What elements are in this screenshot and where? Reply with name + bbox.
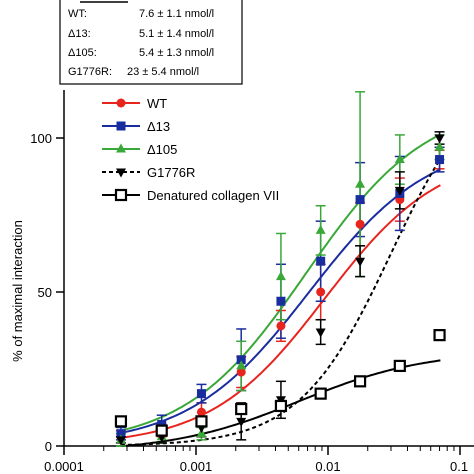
point-13 [157, 419, 167, 429]
legend-item-denatured-collagen-vii: Denatured collagen VII [102, 188, 279, 203]
legend-item-wt: WT [102, 96, 167, 111]
point-denatured-collagen-vii [314, 387, 327, 400]
point-denatured-collagen-vii [393, 359, 406, 373]
kd-row-d105-value: 5.4 ± 1.3 nmol/l [139, 47, 214, 59]
kd-row-d105-name: Δ105: [68, 47, 97, 59]
point-denatured-collagen-vii [274, 399, 288, 413]
point-105 [236, 360, 247, 370]
legend-label: WT [147, 96, 167, 111]
point-wt [355, 219, 365, 229]
kd-row-wt-name: WT: [68, 8, 87, 20]
point-g1776r [236, 417, 247, 427]
point-denatured-collagen-vii [195, 415, 208, 428]
x-tick-label: 0.0001 [44, 459, 84, 474]
axes [63, 90, 474, 447]
point-wt [236, 367, 246, 377]
point-13 [355, 195, 365, 205]
point-13 [276, 296, 286, 306]
point-wt [196, 407, 206, 417]
legend-item-105: Δ105 [102, 142, 177, 157]
legend-item-g1776r: G1776R [102, 165, 195, 180]
point-denatured-collagen-vii [114, 415, 128, 428]
point-denatured-collagen-vii [353, 375, 367, 388]
x-minor-ticks [103, 446, 455, 451]
y-tick-label: 50 [38, 285, 52, 300]
point-105 [434, 141, 445, 151]
kd-row-d13-value: 5.1 ± 1.4 nmol/l [139, 28, 214, 40]
point-13 [236, 355, 246, 365]
y-tick-label: 100 [30, 131, 52, 146]
legend-label: Denatured collagen VII [147, 188, 279, 203]
point-g1776r [355, 257, 366, 267]
y-ticks: 0 50 100 [30, 131, 64, 454]
legend-item-13: Δ13 [102, 119, 170, 134]
legend-label: G1776R [147, 165, 195, 180]
point-g1776r [315, 328, 326, 338]
legend-marker [114, 188, 128, 202]
point-wt [276, 321, 286, 331]
x-ticks: 0.0001 0.001 0.01 0.1 [44, 446, 468, 474]
x-tick-label: 0.01 [315, 459, 340, 474]
legend-label: Δ105 [147, 142, 177, 157]
legend-marker [116, 98, 126, 108]
kd-box-frame [59, 0, 243, 85]
point-wt [316, 287, 326, 297]
point-denatured-collagen-vii [433, 329, 446, 342]
data-points [114, 134, 446, 446]
x-tick-label: 0.1 [450, 459, 468, 474]
legend-marker [116, 121, 126, 131]
fit-curve-wt [120, 184, 441, 439]
point-denatured-collagen-vii [235, 402, 248, 416]
x-tick-label: 0.001 [180, 459, 213, 474]
point-105 [394, 154, 405, 164]
legend-label: Δ13 [147, 119, 170, 134]
point-13 [196, 389, 206, 399]
point-13 [116, 429, 126, 439]
legend: WT Δ13 Δ105 G1776R Denatured collagen VII [102, 96, 279, 203]
point-g1776r [115, 436, 126, 446]
legend-marker [116, 143, 126, 153]
kd-row-g1776r-value: 23 ± 5.4 nmol/l [127, 66, 199, 78]
point-105 [275, 271, 286, 281]
point-13 [435, 155, 445, 165]
y-tick-label: 0 [45, 439, 52, 454]
kd-row-g1776r-name: G1776R: [68, 66, 112, 78]
point-denatured-collagen-vii [155, 424, 168, 437]
point-13 [316, 256, 326, 266]
kd-row-d13-name: Δ13: [68, 28, 91, 40]
kd-row-wt-value: 7.6 ± 1.1 nmol/l [139, 8, 214, 20]
y-axis-title: % of maximal interaction [10, 220, 25, 362]
kd-box: WT: 7.6 ± 1.1 nmol/l Δ13: 5.1 ± 1.4 nmol… [59, 0, 243, 85]
point-g1776r [394, 186, 405, 196]
point-105 [315, 224, 326, 234]
point-105 [355, 178, 366, 188]
legend-marker [116, 168, 126, 178]
point-g1776r [434, 134, 445, 144]
